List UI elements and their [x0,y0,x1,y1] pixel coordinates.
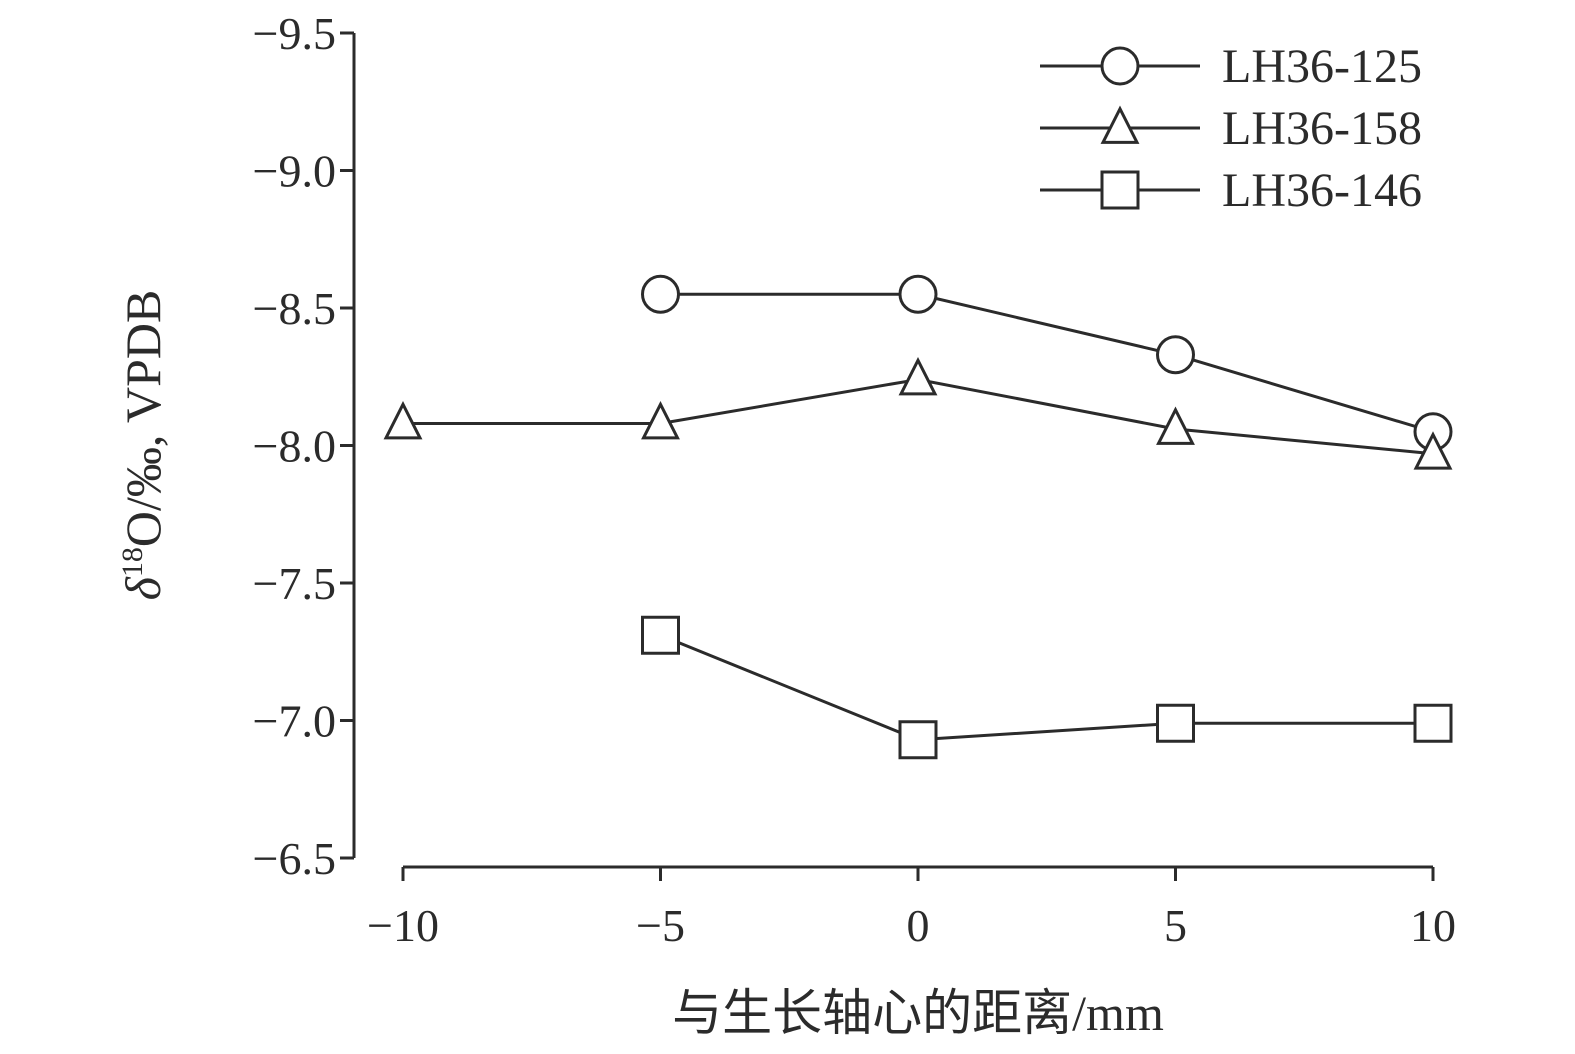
series-line [659,633,1433,742]
data-point-triangle [1413,431,1453,470]
y-tick-label: −8.0 [253,421,336,472]
data-point-circle [1156,335,1195,375]
series-LH36-125 [641,274,1453,452]
x-tick-label: −5 [636,900,685,951]
legend-marker-square [1100,170,1140,210]
x-tick-label: 10 [1410,900,1456,951]
series-group [383,274,1453,760]
x-tick-label: −10 [367,900,439,951]
x-tick-label: 0 [907,900,930,951]
data-point-square [1156,703,1195,743]
series-line [660,292,1434,434]
y-axis-label-superscript: 18 [116,547,149,577]
data-point-square [641,615,680,655]
legend: LH36-125 LH36-158 LH36-146 [1040,40,1422,217]
x-axis-label: 与生长轴心的距离/mm [672,985,1164,1041]
y-tick-label: −7.5 [253,558,336,609]
legend-marker-triangle [1100,105,1140,144]
legend-label: LH36-146 [1222,164,1422,217]
legend-item: LH36-125 [1040,40,1422,93]
data-point-triangle [641,400,680,440]
data-point-triangle [1156,406,1195,445]
legend-label: LH36-125 [1222,40,1422,93]
data-point-circle [898,274,938,314]
data-point-triangle [383,400,423,440]
legend-item: LH36-158 [1040,102,1422,155]
data-point-triangle [898,356,938,396]
y-axis-label-delta: δ [115,576,171,600]
y-tick-label: −6.5 [253,833,336,884]
x-tick-label: 5 [1164,900,1187,951]
y-tick-label: −7.0 [253,696,336,747]
data-point-square [1413,703,1453,743]
y-axis-label: δ18O/‰, VPDB [115,290,171,601]
legend-label: LH36-158 [1222,102,1422,155]
series-LH36-146 [641,615,1453,760]
y-tick-label: −9.0 [253,146,336,197]
y-axis-label-rest: O/‰, VPDB [115,290,171,547]
data-point-circle [641,274,680,314]
legend-marker-circle [1100,46,1140,86]
y-tick-label: −9.5 [253,8,336,59]
axes: −9.5 −9.0 −8.5 −8.0 −7.5 −7.0 −6.5 −10 −5 0 5 10 [253,8,1456,951]
legend-item: LH36-146 [1040,164,1422,217]
series-LH36-158 [383,356,1453,470]
y-tick-label: −8.5 [253,283,336,334]
data-point-square [898,720,938,760]
